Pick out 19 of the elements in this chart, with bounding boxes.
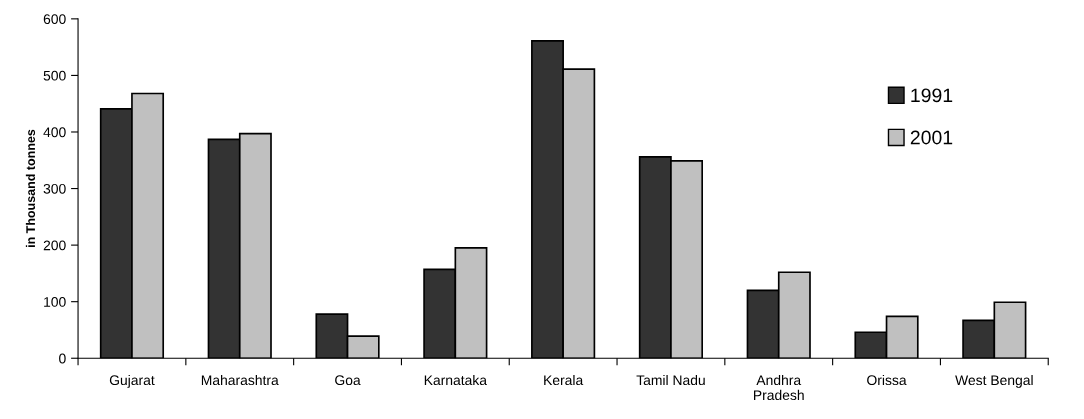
x-tick-label: Orissa [867, 374, 907, 386]
y-axis-title: in Thousand tonnes [25, 129, 36, 248]
x-tick-label: Tamil Nadu [636, 374, 705, 386]
x-tick-label: Gujarat [109, 374, 155, 388]
y-tick-label: 400 [43, 127, 66, 138]
x-tick-label: Maharashtra [201, 374, 279, 386]
x-tick-label: Karnataka [424, 374, 487, 386]
x-tick-label: Goa [335, 375, 361, 386]
y-tick-label: 0 [59, 353, 66, 364]
y-tick-label: 200 [43, 240, 66, 251]
x-tick-label: Andhra Pradesh [754, 374, 804, 401]
legend-label: 1991 [911, 88, 953, 103]
y-tick-label: 600 [43, 14, 66, 25]
legend-label: 2001 [910, 130, 953, 145]
y-tick-label: 100 [44, 297, 66, 307]
x-tick-label: West Bengal [955, 374, 1033, 388]
x-tick-label: Kerala [544, 374, 584, 386]
y-tick-label: 500 [43, 70, 66, 81]
y-tick-label: 300 [43, 183, 66, 194]
